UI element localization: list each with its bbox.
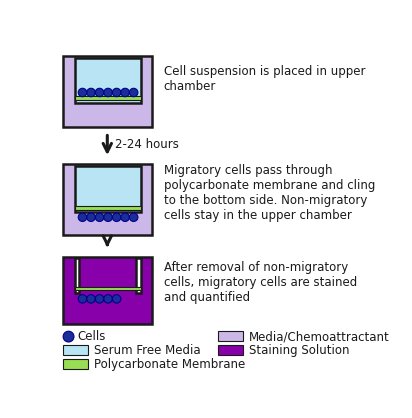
Bar [63,164,152,235]
Circle shape [63,331,74,342]
Bar [75,166,140,212]
Circle shape [87,213,95,222]
Text: Serum Free Media: Serum Free Media [94,344,201,357]
Circle shape [104,213,112,222]
Bar [136,258,140,293]
Bar [75,58,140,102]
Circle shape [95,213,104,222]
Circle shape [121,88,129,97]
Bar [63,359,88,369]
Text: Staining Solution: Staining Solution [249,344,350,357]
Bar [75,258,80,293]
Bar [75,287,140,291]
Bar [63,56,152,127]
Bar [75,206,140,209]
Bar [218,331,243,341]
Text: Migratory cells pass through
polycarbonate membrane and cling
to the bottom side: Migratory cells pass through polycarbona… [164,163,375,222]
Text: After removal of non-migratory
cells, migratory cells are stained
and quantified: After removal of non-migratory cells, mi… [164,261,357,304]
Text: Media/Chemoattractant: Media/Chemoattractant [249,330,390,343]
Circle shape [121,213,129,222]
Circle shape [104,88,112,97]
Circle shape [95,88,104,97]
Text: 2-24 hours: 2-24 hours [115,138,179,151]
Circle shape [112,295,121,303]
Circle shape [129,88,138,97]
Bar [218,345,243,355]
Bar [63,345,88,355]
Circle shape [112,88,121,97]
Text: Cells: Cells [78,330,106,343]
Circle shape [78,213,87,222]
Circle shape [78,88,87,97]
Circle shape [87,88,95,97]
Circle shape [78,295,87,303]
Circle shape [95,295,104,303]
Text: Cell suspension is placed in upper
chamber: Cell suspension is placed in upper chamb… [164,66,365,93]
Bar [75,97,140,100]
Circle shape [129,213,138,222]
Text: Polycarbonate Membrane: Polycarbonate Membrane [94,358,246,371]
Bar [63,257,152,324]
Circle shape [104,295,112,303]
Circle shape [112,213,121,222]
Circle shape [87,295,95,303]
